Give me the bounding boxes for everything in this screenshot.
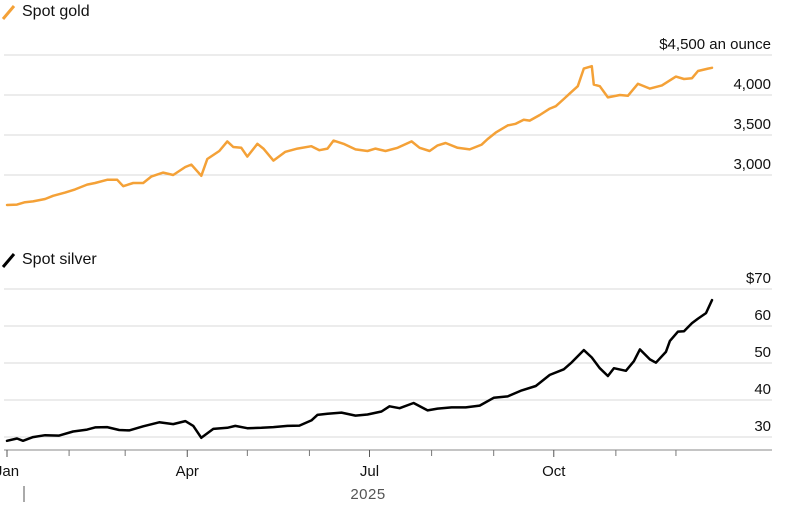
silver-legend: Spot silver	[1, 251, 97, 268]
x-tick-label: Oct	[542, 463, 566, 480]
gold-y-tick-label: 4,000	[733, 76, 771, 93]
year-label: 2025	[350, 486, 385, 503]
gold-legend-label: Spot gold	[22, 3, 90, 20]
gold-y-tick-label: 3,500	[733, 116, 771, 133]
x-tick-label: Jul	[360, 463, 379, 480]
silver-gridlines	[4, 288, 772, 438]
x-tick-label: Apr	[176, 463, 199, 480]
gold-y-tick-labels: $4,500 an ounce 4,000 3,500 3,000	[659, 36, 771, 173]
silver-y-tick-label: $70	[746, 270, 771, 287]
silver-y-tick-label: 60	[754, 307, 771, 324]
silver-y-tick-label: 40	[754, 381, 771, 398]
silver-y-tick-label: 30	[754, 418, 771, 435]
gold-chart: Spot gold $4,500 an ounce 4,000 3,500 3,000	[1, 3, 772, 207]
x-axis: Jan Apr Jul Oct 2025	[0, 449, 772, 503]
silver-y-tick-label: 50	[754, 344, 771, 361]
silver-chart: Spot silver $70 60 50 40 30	[1, 251, 772, 443]
gold-legend-swatch	[1, 5, 16, 20]
gold-y-tick-label: $4,500 an ounce	[659, 36, 771, 53]
silver-price-line	[5, 298, 714, 443]
silver-y-tick-labels: $70 60 50 40 30	[746, 270, 771, 435]
x-axis-ticks: Jan Apr Jul Oct	[0, 450, 677, 480]
gold-gridlines	[4, 54, 772, 176]
gold-legend: Spot gold	[1, 3, 90, 20]
gold-price-line	[5, 64, 714, 207]
x-tick-label: Jan	[0, 463, 19, 480]
silver-legend-swatch	[1, 253, 16, 268]
gold-y-tick-label: 3,000	[733, 156, 771, 173]
silver-legend-label: Spot silver	[22, 251, 97, 268]
